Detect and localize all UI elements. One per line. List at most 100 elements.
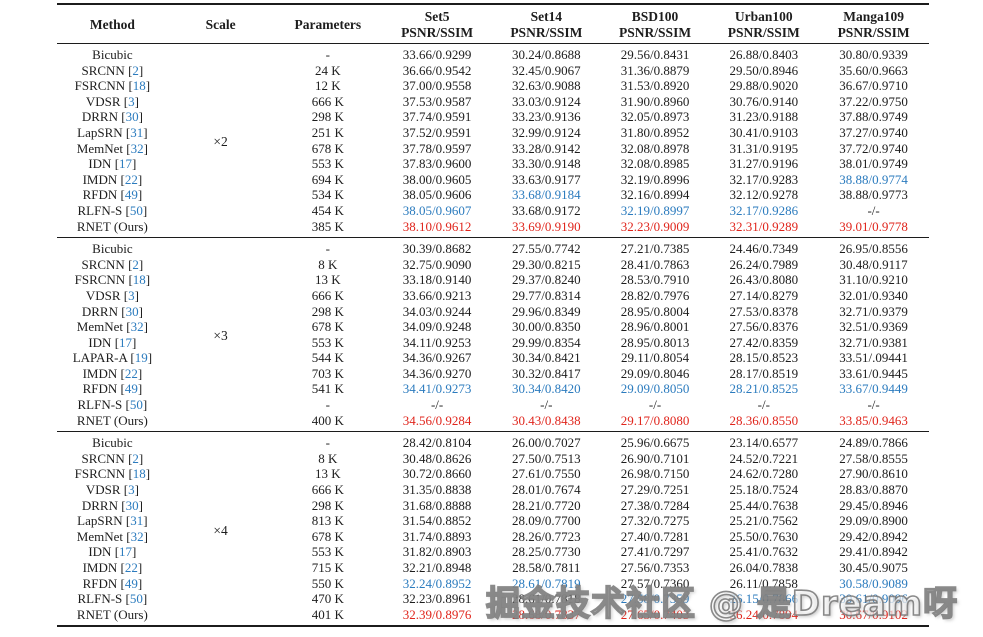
parameters-cell: 678 K <box>311 140 344 156</box>
scale-group-x3: Bicubic ×3 - 30.39/0.8682 27.55/0.7742 27.21/… <box>57 237 929 432</box>
psnr-ssim-cell: 30.43/0.8438 <box>512 412 581 428</box>
psnr-ssim-cell: 29.37/0.8240 <box>512 272 581 288</box>
citation-link[interactable]: 17 <box>119 156 133 172</box>
column-header-bsd100: BSD100 PSNR/SSIM <box>600 4 710 44</box>
psnr-ssim-cell: 33.23/0.9136 <box>512 109 581 125</box>
citation-link[interactable]: 18 <box>132 466 146 482</box>
psnr-ssim-cell: 39.01/0.9778 <box>839 218 908 234</box>
citation-link[interactable]: 32 <box>130 319 144 335</box>
citation-link[interactable]: 22 <box>124 365 138 381</box>
citation-link[interactable]: 22 <box>124 171 138 187</box>
psnr-ssim-cell: 27.32/0.7275 <box>620 513 690 529</box>
citation-link[interactable]: 18 <box>132 272 146 288</box>
psnr-ssim-cell: 33.68/0.9184 <box>512 187 581 203</box>
parameters-cell: 298 K <box>311 497 344 513</box>
psnr-ssim-cell: 31.36/0.8879 <box>620 62 690 78</box>
citation-link[interactable]: 3 <box>128 287 135 303</box>
parameters-cell: 813 K <box>311 513 344 529</box>
method-cell: RNET (Ours) <box>76 606 148 622</box>
citation-link[interactable]: 2 <box>132 62 139 78</box>
citation-link[interactable]: 50 <box>129 591 143 607</box>
psnr-ssim-cell: -/- <box>757 397 770 413</box>
psnr-ssim-cell: 32.08/0.8978 <box>620 140 690 156</box>
table-row: LapSRN [31] 251 K 37.52/0.9591 32.99/0.9124… <box>57 125 929 141</box>
citation-link[interactable]: 18 <box>132 78 146 94</box>
psnr-ssim-cell: 34.36/0.9270 <box>402 365 472 381</box>
psnr-ssim-cell: 30.32/0.8417 <box>512 365 581 381</box>
method-cell: LapSRN [31] <box>77 124 148 140</box>
psnr-ssim-cell: -/- <box>430 397 444 413</box>
psnr-ssim-cell: 28.61/0.7818 <box>512 591 581 607</box>
parameters-cell: 553 K <box>311 544 344 560</box>
psnr-ssim-cell: 37.00/0.9558 <box>402 78 472 94</box>
column-header-method: Method <box>57 4 168 44</box>
scale-group-x4: Bicubic ×4 - 28.42/0.8104 26.00/0.7027 25.96/… <box>57 431 929 627</box>
scale-label: ×2 <box>213 134 228 150</box>
psnr-ssim-cell: 28.61/0.7819 <box>512 575 581 591</box>
citation-link[interactable]: 49 <box>124 575 138 591</box>
citation-link[interactable]: 3 <box>128 482 135 498</box>
psnr-ssim-cell: 32.17/0.9283 <box>729 171 799 187</box>
table-row: MemNet [32] 678 K 34.09/0.9248 30.00/0.8350… <box>57 319 929 335</box>
citation-link[interactable]: 30 <box>125 109 139 125</box>
psnr-ssim-cell: 31.74/0.8893 <box>402 528 472 544</box>
psnr-ssim-cell: 33.66/0.9299 <box>402 47 472 62</box>
citation-link[interactable]: 31 <box>130 513 144 529</box>
citation-link[interactable]: 50 <box>129 202 143 218</box>
citation-link[interactable]: 31 <box>130 124 144 140</box>
citation-link[interactable]: 2 <box>132 450 139 466</box>
citation-link[interactable]: 22 <box>124 560 138 575</box>
method-cell: MemNet [32] <box>76 528 148 544</box>
psnr-ssim-cell: -/- <box>540 397 553 413</box>
psnr-ssim-cell: 28.36/0.8550 <box>729 412 799 428</box>
citation-link[interactable]: 32 <box>130 528 144 544</box>
table-row: RFDN [49] 534 K 38.05/0.9606 33.68/0.9184 32… <box>57 187 929 203</box>
psnr-ssim-cell: 26.24/0.7894 <box>729 606 799 622</box>
psnr-ssim-cell: 38.88/0.9773 <box>839 187 908 203</box>
psnr-ssim-cell: 27.58/0.7359 <box>620 591 690 607</box>
citation-link[interactable]: 2 <box>132 256 139 272</box>
citation-link[interactable]: 17 <box>119 544 133 560</box>
citation-link[interactable]: 50 <box>129 397 143 413</box>
psnr-ssim-cell: 27.14/0.8279 <box>729 287 799 303</box>
column-header-set14: Set14 PSNR/SSIM <box>491 4 601 44</box>
citation-link[interactable]: 32 <box>130 140 144 156</box>
table-row: MemNet [32] 678 K 37.78/0.9597 33.28/0.9142… <box>57 141 929 157</box>
parameters-cell: - <box>325 397 330 413</box>
method-cell: FSRCNN [18] <box>74 78 151 94</box>
psnr-ssim-cell: 31.53/0.8920 <box>620 78 690 94</box>
psnr-ssim-cell: 27.56/0.8376 <box>729 319 799 335</box>
psnr-ssim-cell: 26.43/0.8080 <box>729 272 799 288</box>
method-cell: RNET (Ours) <box>76 218 148 234</box>
psnr-ssim-cell: 29.30/0.8215 <box>512 256 581 272</box>
psnr-ssim-cell: 37.83/0.9600 <box>402 156 472 172</box>
parameters-cell: 8 K <box>318 450 338 466</box>
method-cell: RNET (Ours) <box>76 412 148 428</box>
psnr-ssim-cell: 31.23/0.9188 <box>729 109 799 125</box>
psnr-ssim-cell: 32.75/0.9090 <box>402 256 472 272</box>
column-header-scale: Scale <box>167 4 274 44</box>
citation-link[interactable]: 49 <box>124 381 138 397</box>
method-cell: DRRN [30] <box>81 497 143 513</box>
table-row: IMDN [22] 694 K 38.00/0.9605 33.63/0.9177 32… <box>57 172 929 188</box>
method-cell: VDSR [3] <box>85 287 139 303</box>
psnr-ssim-cell: 32.19/0.8997 <box>620 202 690 218</box>
citation-link[interactable]: 30 <box>125 497 139 513</box>
psnr-ssim-cell: 30.34/0.8420 <box>512 381 581 397</box>
citation-link[interactable]: 3 <box>128 93 135 109</box>
citation-link[interactable]: 19 <box>134 350 148 366</box>
table-row: VDSR [3] 666 K 33.66/0.9213 29.77/0.8314 28.… <box>57 288 929 304</box>
psnr-ssim-cell: 31.35/0.8838 <box>402 482 472 498</box>
psnr-ssim-cell: 30.24/0.8688 <box>512 47 581 62</box>
citation-link[interactable]: 30 <box>125 303 139 319</box>
psnr-ssim-cell: 33.69/0.9190 <box>512 218 581 234</box>
psnr-ssim-cell: 28.21/0.7720 <box>512 497 581 513</box>
parameters-cell: 541 K <box>311 381 344 397</box>
scale-label: ×4 <box>213 522 228 538</box>
psnr-ssim-cell: 27.21/0.7385 <box>620 241 690 257</box>
psnr-ssim-cell: 30.58/0.9089 <box>839 575 908 591</box>
citation-link[interactable]: 49 <box>124 187 138 203</box>
psnr-ssim-cell: 33.18/0.9140 <box>402 272 472 288</box>
psnr-ssim-cell: 26.00/0.7027 <box>512 435 581 451</box>
citation-link[interactable]: 17 <box>119 334 133 350</box>
